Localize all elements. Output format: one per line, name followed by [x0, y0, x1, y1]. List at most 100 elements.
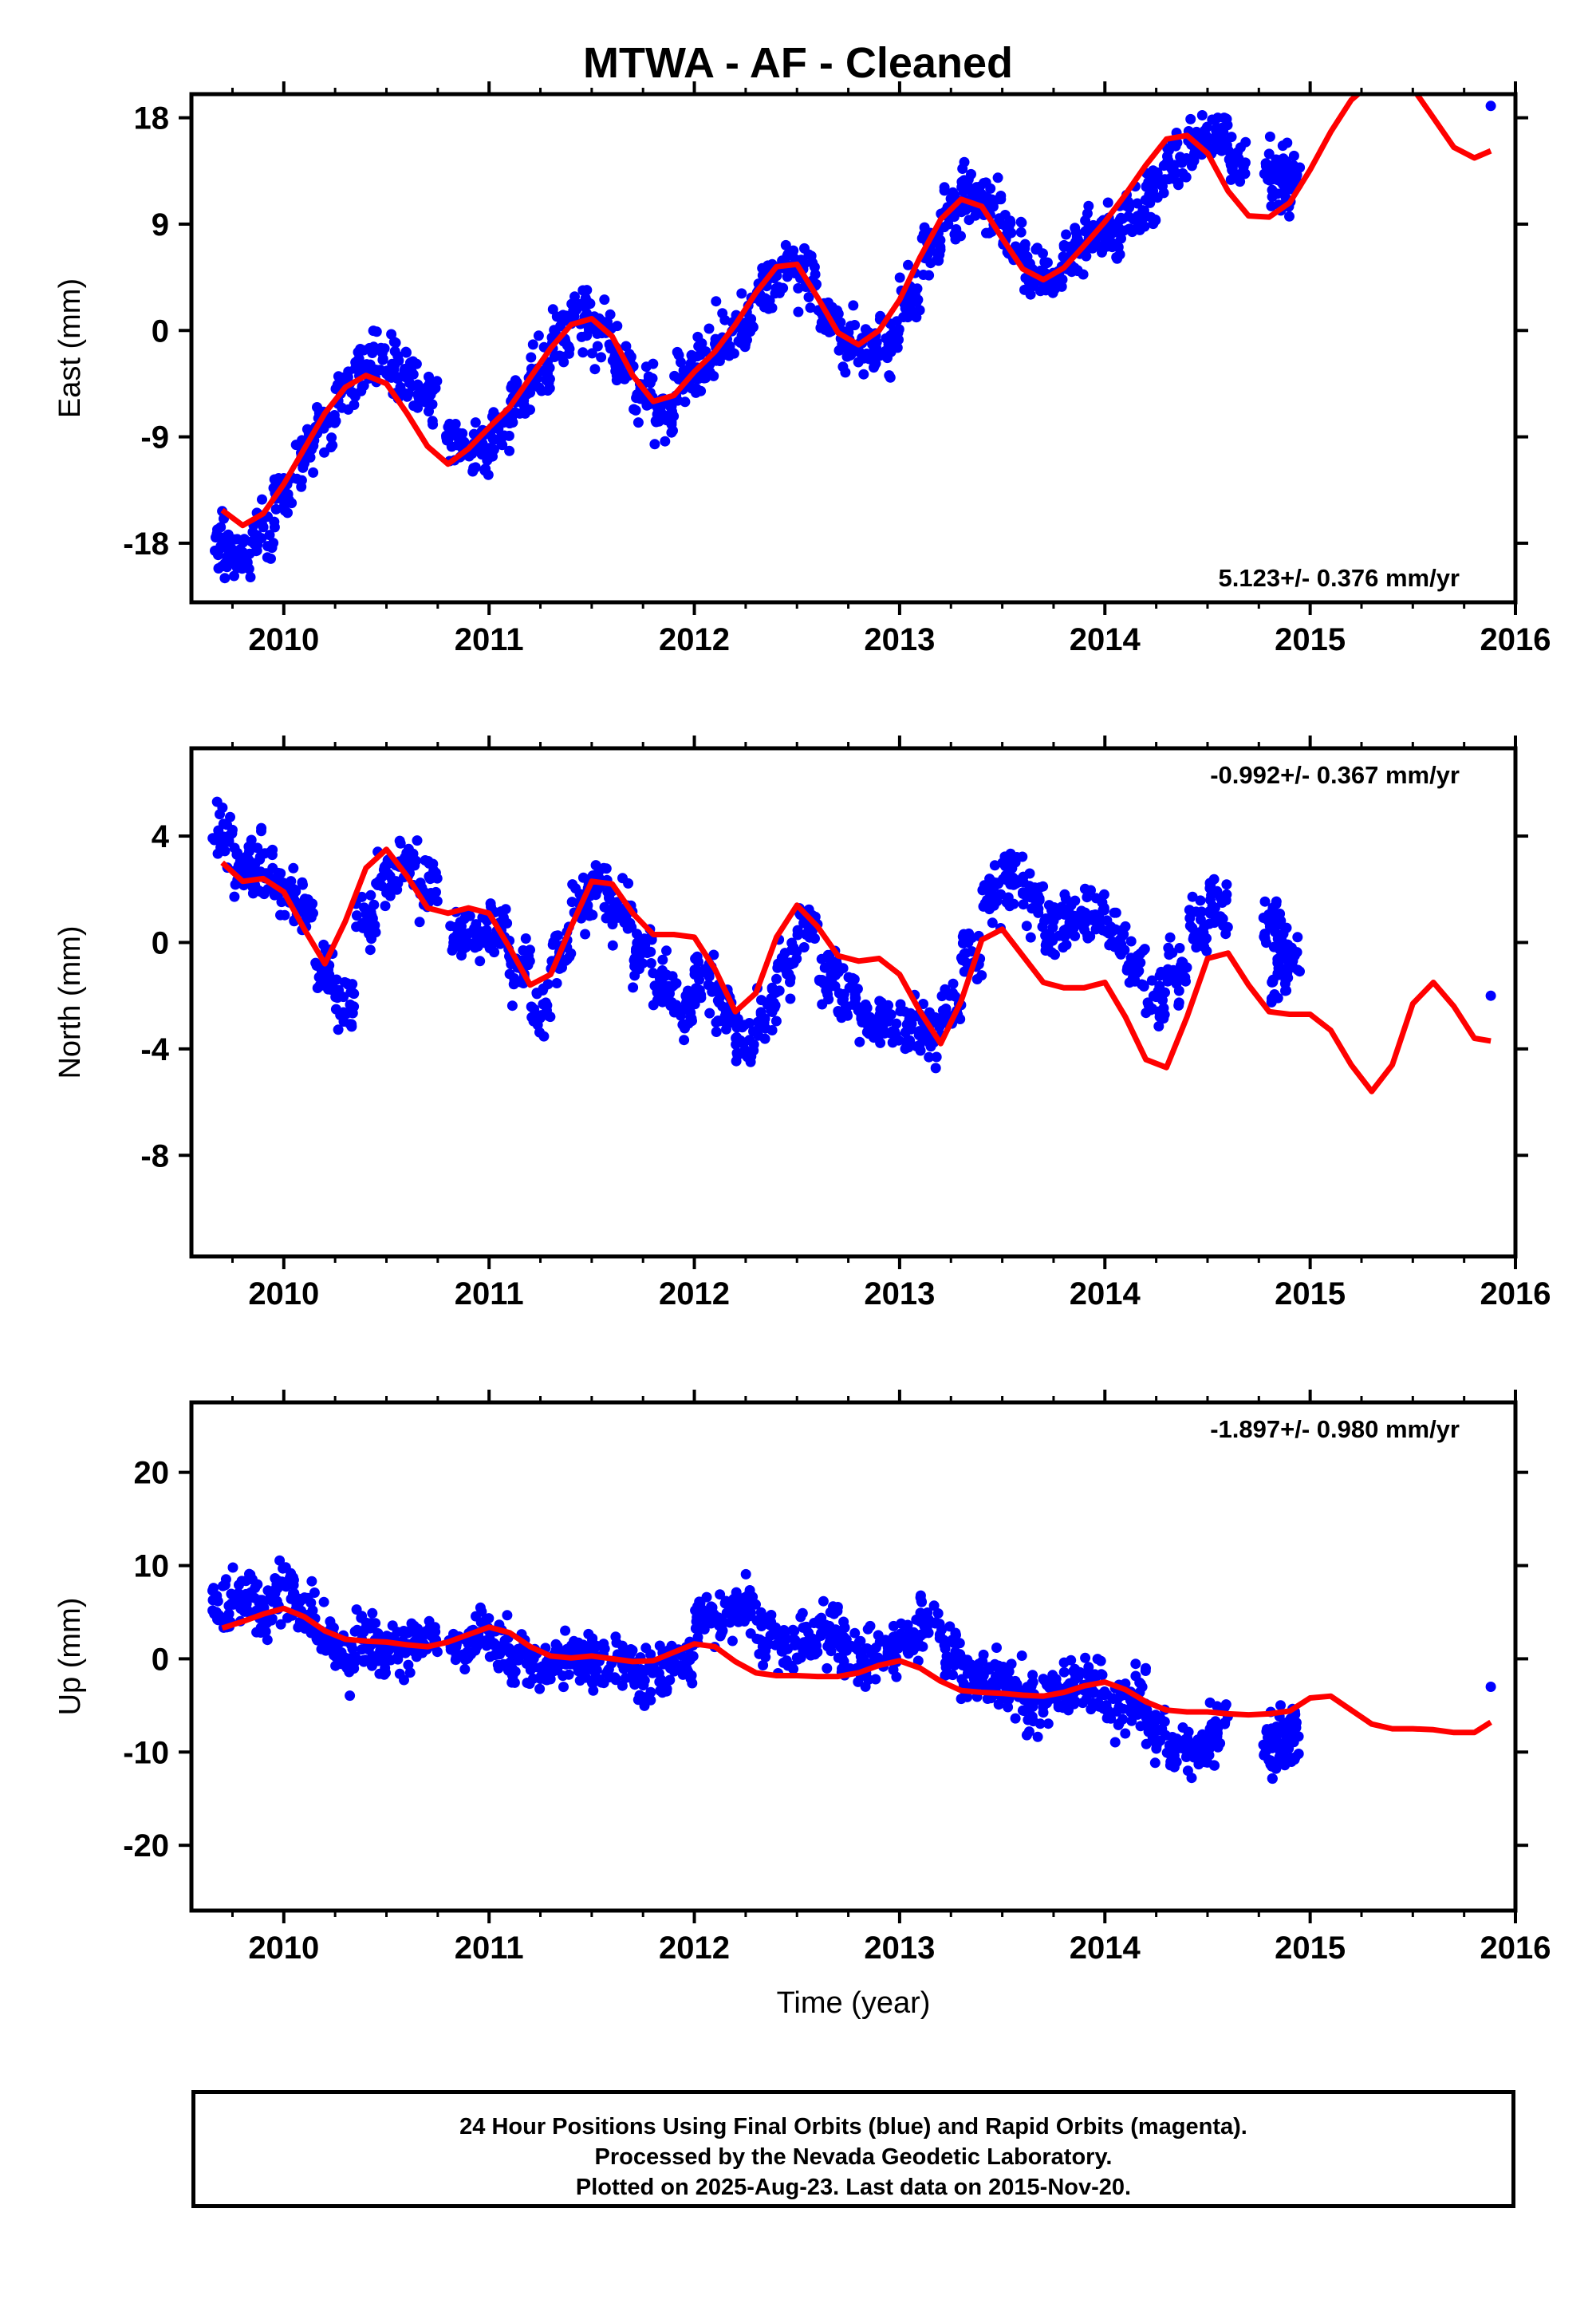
data-point: [326, 432, 337, 444]
data-point: [1292, 964, 1303, 976]
data-point: [569, 311, 580, 322]
chart-title: MTWA - AF - Cleaned: [583, 39, 1013, 87]
data-point: [756, 995, 766, 1006]
data-point: [692, 351, 703, 362]
data-point: [569, 1635, 579, 1647]
data-point: [464, 910, 475, 921]
data-point: [1168, 972, 1180, 983]
y-axis-label: Up (mm): [53, 1598, 87, 1716]
data-point: [558, 1682, 569, 1693]
data-point: [211, 796, 223, 807]
plot-frame: [189, 92, 1518, 605]
data-point: [747, 321, 758, 332]
data-point: [1212, 112, 1224, 124]
data-point: [949, 190, 960, 201]
data-point: [924, 1051, 935, 1063]
data-point: [610, 1631, 621, 1643]
data-point: [941, 1636, 952, 1647]
data-point: [230, 879, 241, 890]
data-point: [424, 858, 435, 869]
data-point: [647, 373, 658, 384]
data-point: [915, 1590, 926, 1601]
data-point: [771, 987, 782, 998]
data-point: [1109, 1737, 1121, 1748]
data-point: [774, 1635, 786, 1646]
data-point: [628, 1663, 639, 1674]
data-point: [1107, 937, 1118, 947]
data-point: [764, 295, 775, 306]
data-point: [251, 545, 262, 556]
data-point: [607, 912, 618, 923]
data-point: [1032, 243, 1042, 254]
data-point: [1043, 900, 1054, 911]
data-point: [814, 1619, 825, 1630]
data-point: [1151, 1743, 1162, 1754]
data-point: [1185, 113, 1196, 124]
data-point: [566, 298, 577, 310]
data-point: [793, 282, 804, 294]
data-point: [372, 1628, 384, 1639]
data-point: [264, 530, 275, 541]
data-point: [598, 1678, 609, 1689]
data-point: [338, 1007, 349, 1018]
data-point: [1267, 974, 1279, 985]
data-point: [956, 1674, 967, 1685]
data-point: [860, 1681, 871, 1692]
data-point: [763, 303, 774, 314]
data-point: [612, 321, 623, 332]
data-point: [915, 1607, 926, 1619]
data-point: [861, 1643, 873, 1654]
data-point: [759, 1033, 770, 1044]
data-point: [336, 1647, 347, 1658]
data-point: [887, 1037, 898, 1048]
x-tick-label: 2016: [1480, 622, 1551, 657]
data-point: [401, 347, 412, 358]
x-tick-label: 2013: [864, 1276, 935, 1311]
data-point: [847, 980, 857, 991]
data-point: [1094, 920, 1105, 931]
data-point: [803, 249, 814, 260]
data-point: [208, 1583, 219, 1594]
data-point: [488, 934, 499, 945]
data-point: [470, 462, 481, 473]
data-point: [715, 1629, 727, 1640]
data-point: [885, 1009, 897, 1020]
data-point: [837, 361, 849, 373]
data-point: [1023, 1726, 1034, 1737]
data-points: [207, 1555, 1496, 1785]
data-point: [628, 982, 639, 993]
data-point: [1141, 1712, 1152, 1723]
y-tick-label: -10: [123, 1735, 169, 1770]
data-point: [1004, 901, 1015, 912]
data-point: [740, 1597, 751, 1608]
data-point: [711, 296, 722, 307]
data-point: [776, 1646, 787, 1657]
data-point: [1101, 926, 1113, 937]
data-point: [839, 1622, 850, 1633]
data-point: [1072, 919, 1082, 930]
data-point: [1220, 929, 1231, 940]
data-point: [1063, 905, 1074, 917]
data-point: [775, 1627, 786, 1638]
data-point: [254, 851, 266, 862]
data-point: [1010, 1675, 1021, 1686]
data-point: [817, 1627, 828, 1638]
data-point: [770, 1016, 782, 1027]
data-point: [635, 393, 646, 404]
data-point: [495, 436, 506, 448]
data-point: [325, 1616, 336, 1627]
data-point: [984, 904, 995, 915]
data-point: [989, 881, 999, 893]
data-point: [891, 1671, 902, 1682]
data-point: [865, 1620, 876, 1631]
data-point: [445, 1644, 456, 1655]
data-point: [676, 357, 686, 368]
data-point: [432, 873, 443, 884]
data-point: [664, 1674, 676, 1686]
data-point: [930, 1063, 941, 1074]
data-point: [1019, 284, 1030, 295]
data-point: [1158, 1013, 1169, 1024]
data-point: [577, 285, 589, 296]
data-point: [898, 312, 909, 322]
